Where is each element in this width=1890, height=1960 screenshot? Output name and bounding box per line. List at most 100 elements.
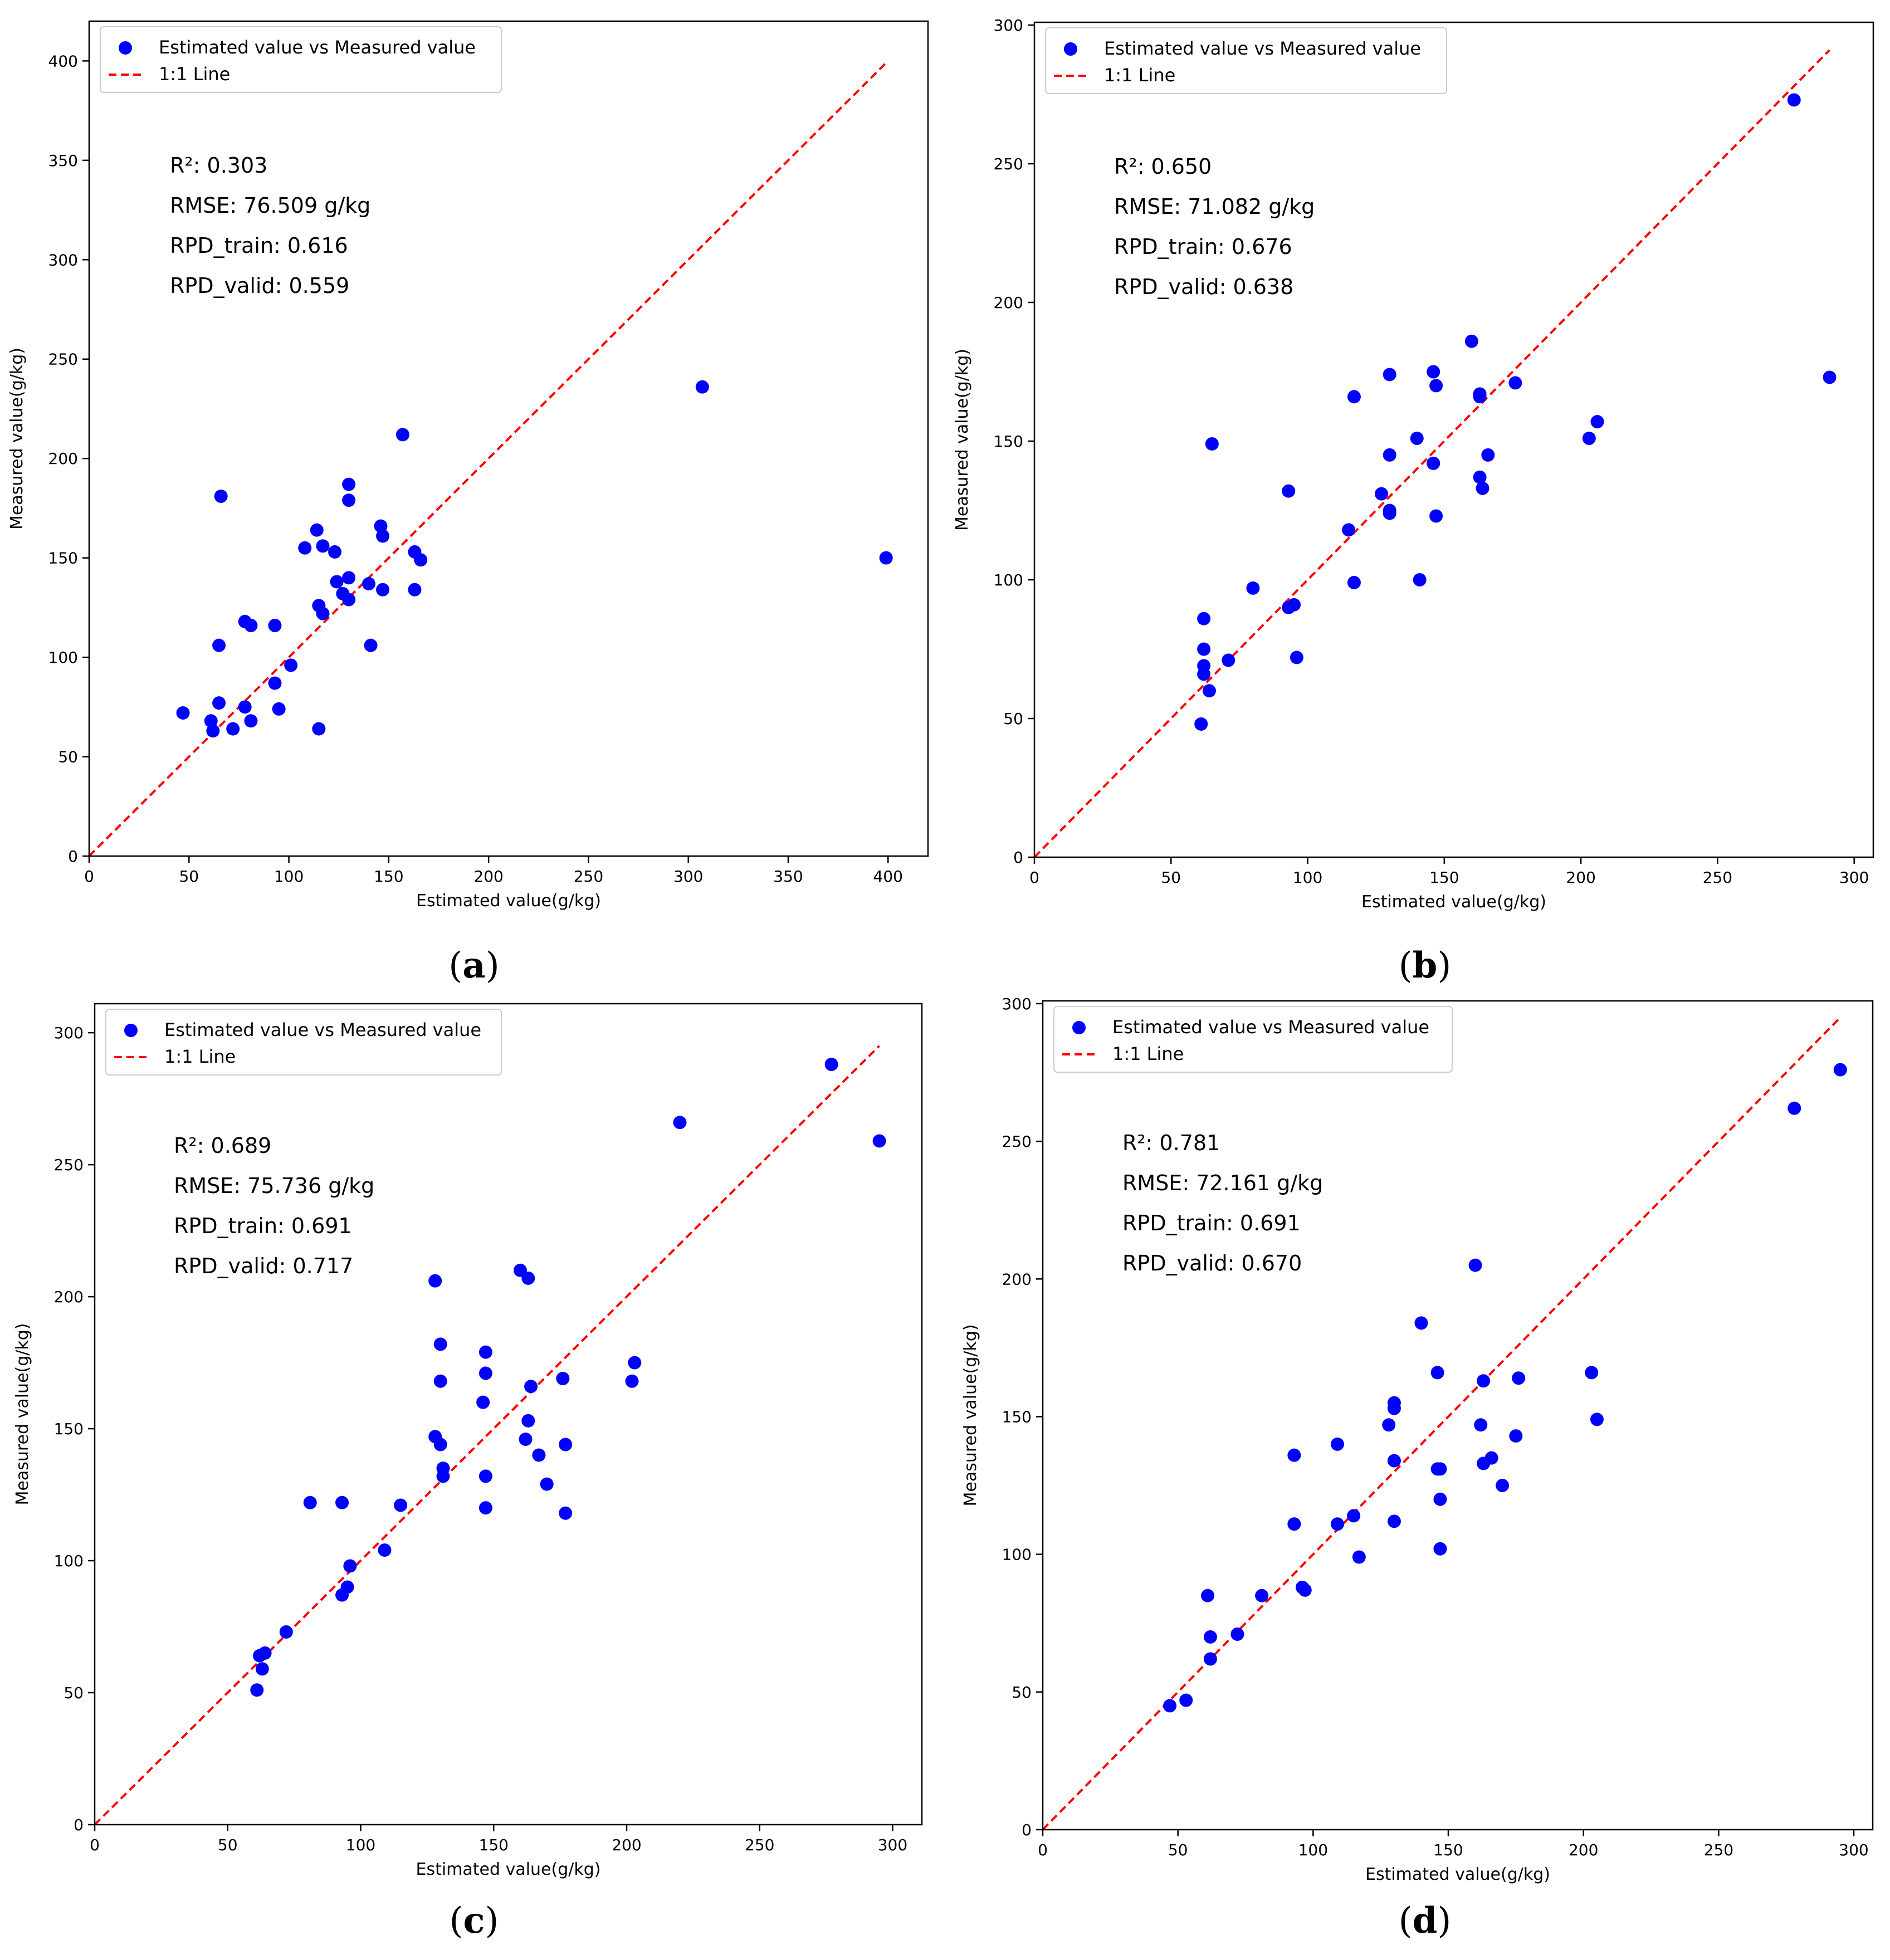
y-tick-label: 50	[64, 1684, 84, 1702]
data-point	[428, 1274, 442, 1288]
y-tick-label: 150	[54, 1420, 84, 1438]
data-point	[1331, 1437, 1345, 1451]
legend-marker-icon	[1072, 1021, 1086, 1034]
data-point	[378, 1543, 392, 1557]
caption-letter: b	[1413, 945, 1438, 986]
data-point	[342, 593, 356, 607]
data-point	[343, 1559, 357, 1573]
data-point	[362, 577, 375, 591]
y-tick-label: 0	[1013, 848, 1023, 867]
data-point	[1347, 390, 1361, 404]
stat-annotation: R²: 0.781	[1122, 1131, 1220, 1155]
data-point	[1255, 1588, 1269, 1602]
caption-letter: d	[1413, 1900, 1438, 1942]
data-point	[1179, 1693, 1193, 1707]
y-tick-label: 300	[48, 251, 78, 269]
data-point	[395, 428, 409, 442]
x-tick-label: 50	[1161, 868, 1181, 887]
x-tick-label: 0	[1029, 868, 1039, 887]
data-point	[1429, 509, 1443, 523]
data-point	[1787, 93, 1801, 107]
data-point	[268, 676, 282, 690]
panel-caption: (d)	[1399, 1900, 1452, 1942]
y-tick-label: 400	[48, 52, 78, 70]
data-point	[1287, 1448, 1301, 1462]
data-point	[1194, 717, 1208, 731]
data-point	[1474, 1418, 1488, 1432]
data-point	[1433, 1542, 1447, 1556]
data-point	[1287, 598, 1301, 612]
data-point	[279, 1625, 293, 1639]
data-point	[1590, 415, 1604, 429]
data-point	[342, 571, 356, 585]
stat-annotation: RPD_train: 0.691	[174, 1214, 352, 1238]
legend-marker-icon	[1064, 42, 1077, 56]
y-tick-label: 200	[994, 294, 1023, 312]
y-tick-label: 350	[48, 151, 78, 170]
data-point	[1410, 432, 1424, 446]
data-point	[1582, 432, 1596, 446]
data-point	[312, 722, 326, 736]
y-tick-label: 50	[1012, 1683, 1032, 1702]
data-point	[303, 1495, 317, 1509]
data-point	[478, 1345, 492, 1359]
y-tick-label: 100	[48, 648, 78, 667]
x-tick-label: 150	[1433, 1841, 1463, 1859]
data-point	[316, 607, 330, 620]
legend: Estimated value vs Measured value 1:1 Lin…	[1045, 27, 1447, 94]
data-point	[879, 551, 893, 565]
panel-caption: (c)	[450, 1900, 499, 1942]
y-axis-label: Measured value(g/kg)	[13, 1323, 32, 1506]
data-point	[238, 700, 252, 714]
data-point	[1203, 1652, 1217, 1666]
legend-entry: Estimated value vs Measured value	[159, 37, 476, 58]
one-to-one-line	[89, 60, 889, 856]
x-tick-label: 250	[745, 1836, 774, 1854]
data-point	[342, 477, 356, 491]
data-point	[1163, 1699, 1177, 1713]
data-point	[376, 529, 390, 543]
data-point	[1383, 368, 1396, 382]
data-point	[255, 1662, 269, 1676]
data-point	[1427, 456, 1440, 470]
data-point	[1464, 334, 1478, 348]
x-tick-label: 100	[346, 1836, 375, 1854]
data-point	[1246, 581, 1260, 595]
data-point	[1342, 523, 1356, 537]
x-tick-label: 100	[274, 867, 304, 886]
x-tick-label: 100	[1293, 868, 1322, 887]
data-point	[1788, 1101, 1801, 1115]
x-tick-label: 250	[1704, 1841, 1733, 1859]
data-point	[1287, 1517, 1301, 1531]
data-point	[824, 1058, 838, 1072]
x-axis-label: Estimated value(g/kg)	[416, 1860, 600, 1879]
panel-caption: (b)	[1399, 945, 1452, 986]
data-point	[1590, 1412, 1604, 1426]
data-point	[330, 575, 344, 589]
data-point	[540, 1477, 554, 1491]
data-point	[342, 493, 356, 507]
caption-letter: c	[463, 1900, 485, 1942]
legend-box	[100, 26, 502, 93]
stat-annotation: RPD_train: 0.616	[170, 233, 348, 258]
data-point	[1413, 573, 1427, 586]
data-point	[214, 490, 228, 504]
x-axis-label: Estimated value(g/kg)	[1365, 1865, 1550, 1884]
x-axis-label: Estimated value(g/kg)	[1361, 892, 1546, 912]
data-point	[556, 1372, 570, 1386]
legend: Estimated value vs Measured value 1:1 Lin…	[105, 1009, 502, 1076]
data-point	[310, 523, 324, 537]
data-point	[364, 638, 378, 652]
y-tick-label: 200	[48, 449, 78, 468]
y-axis-label: Measured value(g/kg)	[953, 349, 972, 531]
y-axis-label: Measured value(g/kg)	[961, 1324, 980, 1507]
data-point	[204, 714, 218, 728]
axes-frame	[1042, 1000, 1874, 1831]
data-point	[272, 702, 286, 716]
y-tick-label: 250	[994, 155, 1023, 173]
y-tick-label: 0	[1022, 1821, 1032, 1839]
axes-frame	[1033, 21, 1874, 858]
caption-close: )	[1437, 945, 1451, 986]
data-point	[521, 1271, 535, 1285]
